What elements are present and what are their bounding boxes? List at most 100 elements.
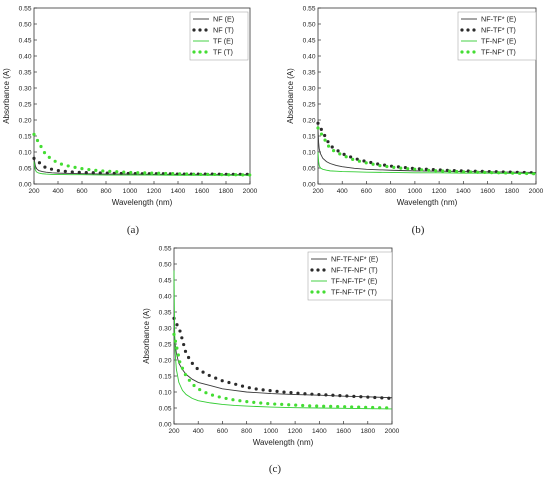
x-tick-label: 1400: [456, 188, 471, 195]
x-tick-label: 200: [312, 188, 323, 195]
plot-frame: [33, 7, 251, 185]
legend-label: NF-TF-NF* (E): [331, 255, 378, 264]
x-axis-title: Wavelength (nm): [112, 198, 173, 207]
y-tick-label: 0.15: [303, 133, 316, 140]
legend-label: TF-NF* (E): [481, 37, 516, 46]
x-tick-label: 600: [217, 428, 228, 435]
x-tick-label: 800: [241, 428, 252, 435]
chart-panel-b: 0.00 0.05 0.10 0.15 0.20 0.25 0.30 0.35 0.40 0.45…: [286, 5, 544, 207]
x-tick-label: 1800: [219, 188, 234, 195]
x-tick-label: 1800: [360, 428, 375, 435]
x-tick-label: 400: [193, 428, 204, 435]
x-axis-title: Wavelength (nm): [253, 438, 314, 447]
y-tick-label: 0.55: [303, 5, 316, 12]
x-tick-label: 1200: [147, 188, 162, 195]
panel-label-c: (c): [269, 463, 282, 475]
x-tick-label: 1600: [480, 188, 495, 195]
y-tick-label: 0.45: [19, 37, 32, 44]
plot-frame: [317, 7, 537, 185]
legend-label: TF-NF* (T): [481, 48, 516, 57]
series-dots-nf-t: [32, 156, 252, 176]
y-tick-label: 0.50: [19, 21, 32, 28]
y-tick-label: 0.20: [159, 357, 172, 364]
y-tick-label: 0.05: [303, 165, 316, 172]
x-tick-label: 2000: [529, 188, 544, 195]
x-tick-label: 1600: [195, 188, 210, 195]
legend-label: NF-TF* (E): [481, 15, 516, 24]
y-tick-label: 0.30: [159, 325, 172, 332]
y-tick-label: 0.45: [159, 277, 172, 284]
legend-label: NF (E): [213, 15, 234, 24]
y-tick-label: 0.25: [303, 101, 316, 108]
y-tick-label: 0.35: [19, 69, 32, 76]
y-tick-label: 0.50: [159, 261, 172, 268]
series-dots-nf-tf-t: [316, 121, 538, 175]
y-tick-label: 0.00: [303, 181, 316, 188]
y-tick-label: 0.10: [159, 389, 172, 396]
y-tick-label: 0.20: [19, 117, 32, 124]
y-tick-label: 0.05: [19, 165, 32, 172]
y-tick-label: 0.30: [303, 85, 316, 92]
y-axis-title: Absorbance (A): [2, 68, 11, 124]
x-tick-label: 1000: [264, 428, 279, 435]
x-tick-label: 1000: [123, 188, 138, 195]
y-tick-label: 0.40: [159, 293, 172, 300]
y-tick-label: 0.20: [303, 117, 316, 124]
x-tick-label: 1800: [504, 188, 519, 195]
legend-label: NF (T): [213, 26, 234, 35]
x-tick-label: 1200: [432, 188, 447, 195]
series-dots-tf-t: [32, 132, 252, 177]
x-tick-label: 600: [361, 188, 372, 195]
panel-label-a: (a): [127, 224, 140, 236]
y-axis-title: Absorbance (A): [142, 308, 151, 364]
y-tick-label: 0.10: [303, 149, 316, 156]
x-tick-label: 400: [337, 188, 348, 195]
x-tick-label: 200: [168, 428, 179, 435]
y-tick-label: 0.15: [159, 373, 172, 380]
y-tick-label: 0.00: [19, 181, 32, 188]
x-tick-label: 1000: [408, 188, 423, 195]
legend-label: TF (E): [213, 37, 233, 46]
legend-label: TF (T): [213, 48, 233, 57]
legend-label: NF-TF-NF* (T): [331, 266, 378, 275]
series-line-tf-e: [33, 161, 250, 176]
y-tick-label: 0.40: [19, 53, 32, 60]
series-line-tf-nf-e: [317, 151, 536, 174]
x-tick-label: 800: [100, 188, 111, 195]
chart-panel-a: 0.00 0.05 0.10 0.15 0.20 0.25 0.30 0.35 0.40 0.45…: [2, 5, 258, 207]
legend-label: NF-TF* (T): [481, 26, 516, 35]
legend-box: [307, 251, 393, 301]
x-axis-title: Wavelength (nm): [397, 198, 458, 207]
y-tick-label: 0.50: [303, 21, 316, 28]
series-dots-nf-tf-nf-t: [172, 316, 394, 400]
y-tick-label: 0.35: [159, 309, 172, 316]
x-tick-label: 600: [76, 188, 87, 195]
x-tick-label: 1600: [336, 428, 351, 435]
y-tick-label: 0.05: [159, 405, 172, 412]
y-tick-label: 0.25: [159, 341, 172, 348]
panel-label-b: (b): [412, 224, 425, 236]
legend-box: [457, 11, 537, 61]
y-axis-title: Absorbance (A): [286, 68, 295, 124]
series-line-nf-e: [33, 155, 250, 176]
y-tick-label: 0.15: [19, 133, 32, 140]
x-tick-label: 1400: [312, 428, 327, 435]
y-tick-label: 0.30: [19, 85, 32, 92]
y-tick-label: 0.10: [19, 149, 32, 156]
series-line-nf-tf-nf-e: [173, 327, 393, 399]
x-tick-label: 400: [52, 188, 63, 195]
y-tick-label: 0.55: [159, 245, 172, 252]
x-tick-label: 2000: [243, 188, 258, 195]
series-dots-tf-nf-tf-t: [172, 332, 394, 410]
x-tick-label: 1200: [288, 428, 303, 435]
legend-label: TF-NF-TF* (T): [331, 288, 377, 297]
y-tick-label: 0.45: [303, 37, 316, 44]
series-line-tf-nf-tf-e: [173, 270, 393, 410]
x-tick-label: 1400: [171, 188, 186, 195]
x-tick-label: 2000: [385, 428, 400, 435]
series-dots-tf-nf-t: [316, 126, 538, 176]
y-tick-label: 0.35: [303, 69, 316, 76]
y-tick-label: 0.55: [19, 5, 32, 12]
x-tick-label: 800: [385, 188, 396, 195]
